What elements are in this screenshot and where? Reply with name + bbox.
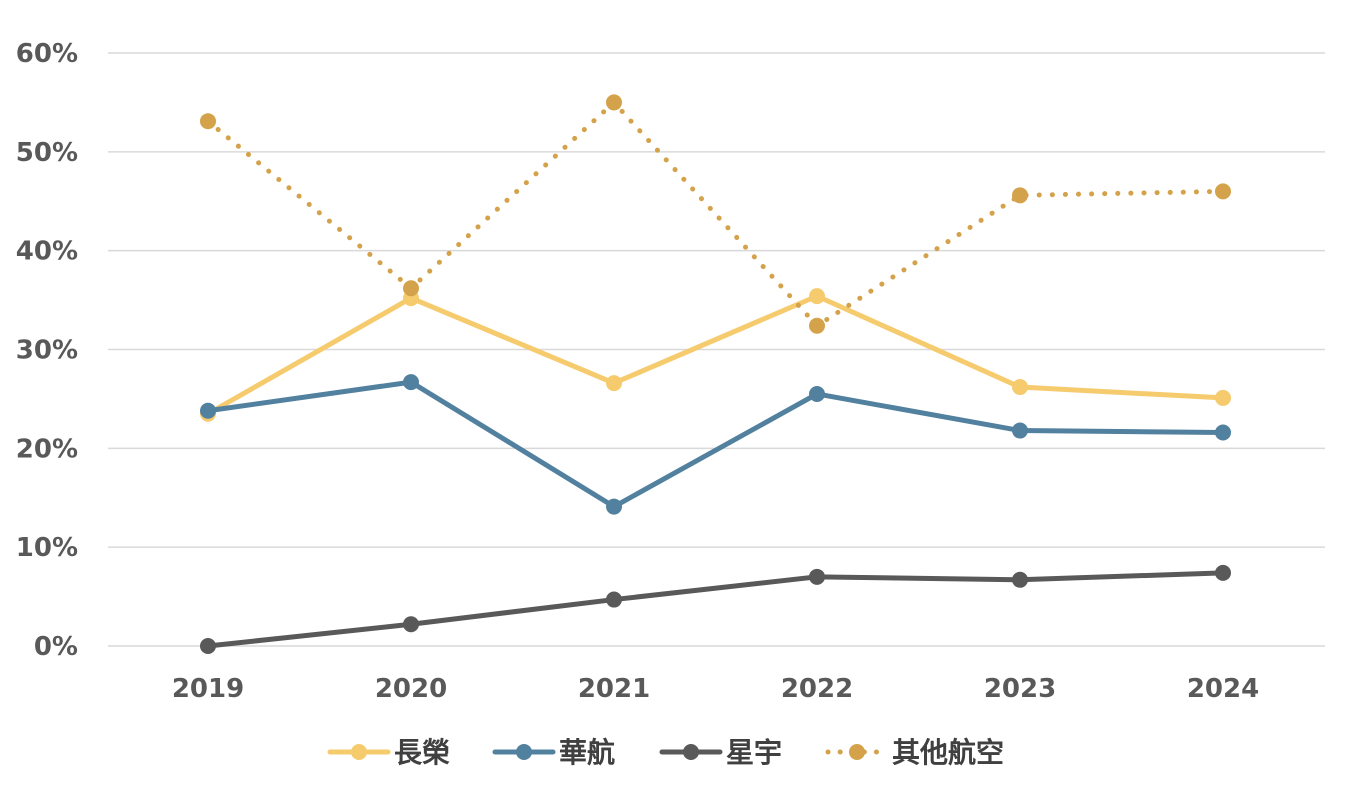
data-point [1012,422,1028,439]
data-point [809,288,825,305]
series-line [205,379,1226,510]
legend-label: 其他航空 [892,736,1004,769]
series-line [205,99,1226,329]
y-tick-label: 30% [16,336,78,366]
y-tick-label: 10% [16,533,78,563]
legend-label: 華航 [559,736,615,769]
y-axis-ticks: 0% 10% 20% 30% 40% 50% 60% [16,39,78,662]
data-point [809,317,825,334]
data-point [1012,379,1028,396]
series-lines [200,94,1231,654]
x-tick-label: 2022 [781,674,853,704]
x-tick-label: 2024 [1187,674,1259,704]
legend-item: 星宇 [659,736,782,769]
data-point [606,375,622,392]
series-3 [200,564,1231,654]
legend-swatch-marker [516,744,532,760]
data-point [1215,564,1231,581]
legend-label: 星宇 [726,736,782,769]
data-point [403,374,419,391]
series-4 [200,94,1231,334]
legend-label: 長榮 [394,736,450,769]
y-tick-label: 50% [16,138,78,168]
gridlines [108,52,1325,647]
y-tick-label: 20% [16,434,78,464]
legend-item: 其他航空 [825,736,1004,769]
legend: 長榮 華航 星宇 其他航空 [327,736,1004,769]
data-point [403,280,419,297]
data-point [1012,187,1028,204]
legend-swatch-marker [683,744,699,760]
data-point [200,638,216,654]
series-line [205,293,1226,417]
data-point [403,616,419,633]
legend-swatch-marker [849,744,865,760]
data-point [1215,424,1231,441]
series-line [205,570,1226,649]
data-point [1215,389,1231,406]
x-axis-ticks: 2019 2020 2021 2022 2023 2024 [172,674,1259,704]
data-point [606,94,622,111]
data-point [606,498,622,515]
data-point [200,113,216,130]
y-tick-label: 0% [34,632,78,662]
data-point [809,568,825,585]
x-tick-label: 2023 [984,674,1056,704]
y-tick-label: 60% [16,39,78,69]
data-point [200,402,216,419]
data-point [1215,183,1231,200]
legend-swatch-marker [351,744,367,760]
series-2 [200,374,1231,515]
x-tick-label: 2019 [172,674,244,704]
series-1 [200,288,1231,422]
x-tick-label: 2020 [375,674,447,704]
data-point [606,591,622,608]
data-point [809,385,825,402]
x-tick-label: 2021 [578,674,650,704]
legend-item: 長榮 [327,736,450,769]
data-point [1012,571,1028,588]
y-tick-label: 40% [16,237,78,267]
legend-item: 華航 [492,736,615,769]
